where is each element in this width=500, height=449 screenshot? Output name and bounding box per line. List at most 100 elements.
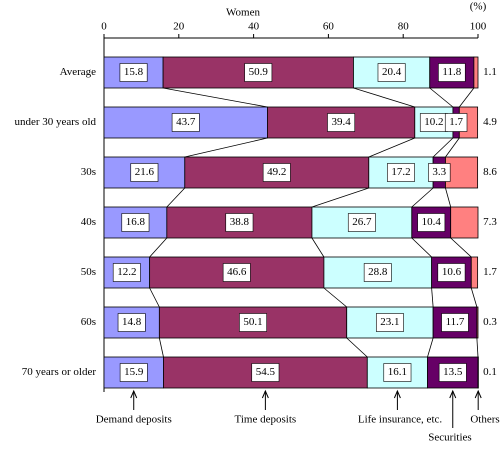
- value-label: 11.8: [442, 66, 461, 78]
- value-label: 43.7: [176, 116, 196, 128]
- value-label: 28.8: [368, 266, 388, 278]
- value-label-box: [121, 213, 150, 232]
- connector-line: [323, 287, 347, 308]
- x-tick-label: 40: [248, 21, 260, 33]
- category-label: 60s: [81, 316, 96, 328]
- value-label: 8.6: [483, 166, 497, 178]
- connector-line: [149, 237, 168, 258]
- connector-line: [429, 87, 454, 108]
- value-label-box: [327, 113, 356, 132]
- value-label: 50.9: [249, 66, 269, 78]
- connector-line: [458, 87, 475, 108]
- legend-label: Time deposits: [235, 414, 297, 426]
- value-label-box: [438, 363, 467, 382]
- legend-label: Others: [470, 414, 499, 426]
- value-label-box: [444, 113, 468, 132]
- value-label: 10.2: [424, 116, 443, 128]
- category-label: Average: [60, 66, 97, 78]
- value-label: 3.3: [432, 166, 446, 178]
- value-label: 0.1: [483, 366, 497, 378]
- bar-segment: [470, 256, 479, 289]
- value-label-box: [239, 313, 267, 332]
- value-label: 17.2: [391, 166, 410, 178]
- value-label-box: [437, 263, 466, 282]
- value-label: 1.1: [483, 66, 497, 78]
- value-label: 15.8: [124, 66, 144, 78]
- chart-title: Women: [226, 7, 260, 19]
- value-label-box: [262, 163, 291, 182]
- value-label: 16.1: [388, 366, 407, 378]
- value-label: 14.8: [122, 316, 142, 328]
- value-label: 1.7: [483, 266, 497, 278]
- connector-line: [353, 87, 415, 108]
- value-label: 0.3: [483, 316, 497, 328]
- connector-line: [476, 337, 479, 358]
- category-label: 40s: [81, 216, 96, 228]
- value-label: 16.8: [126, 216, 146, 228]
- legend-label: Demand deposits: [96, 414, 172, 426]
- legend-arrowhead: [130, 389, 138, 399]
- value-label-box: [112, 263, 141, 282]
- value-label-box: [377, 63, 406, 82]
- connector-line: [431, 287, 434, 308]
- connector-line: [149, 287, 160, 308]
- connector-line: [445, 137, 460, 158]
- value-label: 38.8: [230, 216, 250, 228]
- value-label: 11.7: [446, 316, 465, 328]
- connector-line: [411, 237, 432, 258]
- connector-line: [311, 237, 325, 258]
- legend-arrowhead: [474, 389, 482, 399]
- value-label: 10.6: [442, 266, 462, 278]
- value-label: 1.7: [449, 116, 463, 128]
- value-label-box: [417, 213, 446, 232]
- value-label-box: [119, 63, 148, 82]
- value-label: 54.5: [256, 366, 276, 378]
- value-label: 50.1: [243, 316, 262, 328]
- bar-segment: [450, 206, 479, 239]
- x-tick-label: 80: [398, 21, 410, 33]
- value-label-box: [428, 163, 451, 182]
- value-label: 20.4: [382, 66, 402, 78]
- value-label-box: [383, 363, 412, 382]
- value-label-box: [251, 363, 280, 382]
- value-label: 49.2: [267, 166, 286, 178]
- legend-label: Securities: [428, 432, 471, 444]
- bar-segment: [445, 156, 479, 189]
- value-label-box: [130, 163, 159, 182]
- legend-arrowhead: [393, 389, 401, 399]
- category-label: under 30 years old: [14, 116, 96, 128]
- value-label: 26.7: [352, 216, 372, 228]
- value-label: 12.2: [117, 266, 136, 278]
- value-label: 4.9: [483, 116, 497, 128]
- connector-line: [346, 337, 368, 358]
- value-label-box: [438, 63, 466, 82]
- unit-label: (%): [470, 1, 487, 13]
- value-label-box: [347, 213, 376, 232]
- category-label: 70 years or older: [22, 366, 97, 378]
- value-label-box: [117, 313, 146, 332]
- legend-arrowhead: [449, 389, 457, 399]
- category-label: 50s: [81, 266, 96, 278]
- value-label-box: [119, 363, 148, 382]
- connector-line: [158, 337, 164, 358]
- bar-segment: [476, 306, 479, 339]
- x-tick-label: 20: [173, 21, 185, 33]
- value-label-box: [222, 263, 251, 282]
- value-label-box: [171, 113, 200, 132]
- legend-label: Life insurance, etc.: [358, 414, 443, 426]
- value-label-box: [225, 213, 254, 232]
- connector-line: [163, 87, 268, 108]
- value-label: 10.4: [422, 216, 442, 228]
- value-label: 39.4: [331, 116, 351, 128]
- connector-line: [184, 137, 268, 158]
- value-label: 13.5: [443, 366, 463, 378]
- value-label-box: [363, 263, 392, 282]
- value-label: 15.9: [124, 366, 144, 378]
- connector-line: [445, 187, 452, 208]
- connector-line: [450, 237, 472, 258]
- bar-segment: [473, 56, 479, 89]
- x-tick-label: 100: [470, 21, 487, 33]
- value-label: 23.1: [380, 316, 399, 328]
- value-label-box: [387, 163, 415, 182]
